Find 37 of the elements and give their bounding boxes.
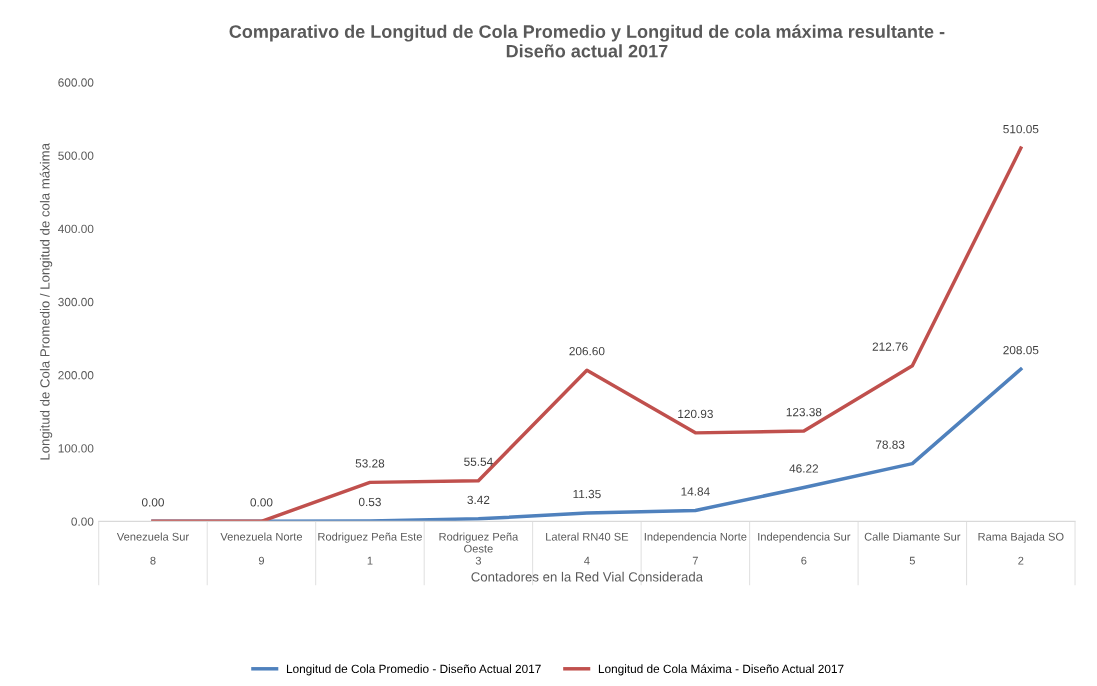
data-label: 510.05 [1003,124,1039,134]
y-tick-label: 100.00 [58,444,94,453]
legend-label: Longitud de Cola Máxima - Diseño Actual 2017 [598,664,844,676]
category-label: Venezuela Norte 9 [220,532,303,565]
category-label: Lateral RN40 SE 4 [546,532,629,565]
category-label: Venezuela Sur 8 [116,532,189,565]
data-label: 78.83 [875,440,905,449]
data-label: 0.00 [141,498,164,507]
data-label: 46.22 [789,464,819,473]
legend-label: Longitud de Cola Promedio - Diseño Actual 2017 [286,664,541,676]
data-label: 206.60 [569,346,605,356]
data-label: 212.76 [872,342,908,351]
data-label: 53.28 [355,459,385,468]
data-label: 14.84 [681,487,710,496]
category-label: Rodriguez Peña Este 1 [318,532,422,565]
x-axis-title: Contadores en la Red Vial Considerada [471,571,704,582]
category-label: Independencia Norte 7 [644,532,747,565]
data-label: 208.05 [1003,345,1039,355]
y-tick-label: 300.00 [58,297,94,307]
y-axis-title: Longitud de Cola Promedio / Longitud de cola máxima [39,143,53,460]
data-label: 123.38 [786,407,822,417]
data-label: 55.54 [464,457,493,466]
x-tick-label: Rodriguez Peña Oeste 3 [439,532,519,565]
data-label: 11.35 [573,489,601,499]
y-tick-label: 0.00 [71,517,94,526]
data-label: 120.93 [678,409,713,419]
category-label: Rama Bajada SO 2 [978,532,1064,565]
chart-title: Comparativo de Longitud de Cola Promedio y Longitud de cola máxima resultante - Diseño actual 2017 [229,24,945,58]
y-tick-label: 400.00 [58,224,94,234]
data-label: 3.42 [467,495,490,505]
y-tick-label: 200.00 [58,371,94,380]
y-tick-label: 600.00 [58,78,94,87]
data-label: 0.53 [358,497,381,507]
category-label: Independencia Sur 6 [758,532,851,565]
y-tick-label: 500.00 [58,151,94,160]
category-label: Calle Diamante Sur 5 [864,532,961,565]
data-label: 0.00 [250,498,273,507]
